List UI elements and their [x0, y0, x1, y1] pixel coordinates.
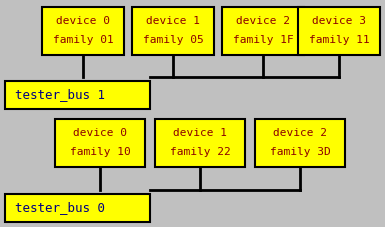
- Text: family 1F: family 1F: [233, 35, 293, 45]
- FancyBboxPatch shape: [255, 119, 345, 167]
- Text: tester_bus 0: tester_bus 0: [15, 202, 105, 215]
- Text: family 05: family 05: [142, 35, 203, 45]
- Text: device 1: device 1: [146, 16, 200, 26]
- FancyBboxPatch shape: [298, 7, 380, 55]
- Text: family 11: family 11: [309, 35, 369, 45]
- FancyBboxPatch shape: [5, 81, 150, 109]
- Text: device 2: device 2: [236, 16, 290, 26]
- Text: tester_bus 1: tester_bus 1: [15, 89, 105, 101]
- FancyBboxPatch shape: [132, 7, 214, 55]
- Text: device 0: device 0: [73, 128, 127, 138]
- FancyBboxPatch shape: [222, 7, 304, 55]
- Text: family 22: family 22: [170, 147, 230, 157]
- Text: family 3D: family 3D: [270, 147, 330, 157]
- Text: device 3: device 3: [312, 16, 366, 26]
- Text: device 2: device 2: [273, 128, 327, 138]
- FancyBboxPatch shape: [42, 7, 124, 55]
- Text: device 1: device 1: [173, 128, 227, 138]
- FancyBboxPatch shape: [5, 194, 150, 222]
- FancyBboxPatch shape: [155, 119, 245, 167]
- Text: family 01: family 01: [53, 35, 113, 45]
- Text: device 0: device 0: [56, 16, 110, 26]
- FancyBboxPatch shape: [55, 119, 145, 167]
- Text: family 10: family 10: [70, 147, 131, 157]
